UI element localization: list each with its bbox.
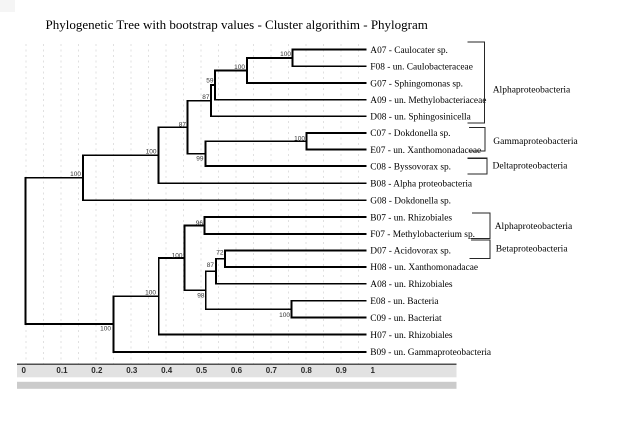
svg-text:B08 - Alpha proteobacteria: B08 - Alpha proteobacteria xyxy=(370,180,473,190)
svg-text:H07 - un. Rhizobiales: H07 - un. Rhizobiales xyxy=(370,331,453,341)
svg-text:100: 100 xyxy=(145,290,156,297)
svg-text:98: 98 xyxy=(197,292,205,299)
svg-text:G08 - Dokdonella sp.: G08 - Dokdonella sp. xyxy=(370,197,451,207)
svg-text:D07 - Acidovorax sp.: D07 - Acidovorax sp. xyxy=(370,247,451,257)
svg-text:A09 - un. Methylobacteriaceae: A09 - un. Methylobacteriaceae xyxy=(370,96,486,106)
svg-text:100: 100 xyxy=(294,135,305,142)
svg-text:D08 - un. Sphingosinicella: D08 - un. Sphingosinicella xyxy=(370,113,471,123)
svg-text:Deltaproteobacteria: Deltaproteobacteria xyxy=(493,161,569,171)
svg-text:1: 1 xyxy=(371,366,376,375)
svg-text:Alphaproteobacteria: Alphaproteobacteria xyxy=(495,222,573,232)
svg-text:C08 - Byssovorax sp.: C08 - Byssovorax sp. xyxy=(370,162,451,172)
svg-text:Alphaproteobacteria: Alphaproteobacteria xyxy=(493,85,571,95)
svg-text:0.7: 0.7 xyxy=(266,366,278,375)
svg-text:0: 0 xyxy=(22,366,27,375)
svg-text:0.6: 0.6 xyxy=(231,366,243,375)
svg-text:E08 - un. Bacteria: E08 - un. Bacteria xyxy=(370,297,439,307)
svg-text:0.8: 0.8 xyxy=(301,366,313,375)
svg-text:C09 - un. Bacteriat: C09 - un. Bacteriat xyxy=(370,314,442,324)
svg-text:59: 59 xyxy=(206,77,214,84)
svg-text:A07 - Caulocater sp.: A07 - Caulocater sp. xyxy=(370,46,448,56)
svg-text:87: 87 xyxy=(207,262,215,269)
svg-text:F08 - un. Caulobacteraceae: F08 - un. Caulobacteraceae xyxy=(370,63,473,73)
svg-text:100: 100 xyxy=(172,253,183,260)
svg-text:0.5: 0.5 xyxy=(196,366,208,375)
svg-text:Phylogenetic Tree with bootstr: Phylogenetic Tree with bootstrap values … xyxy=(46,17,428,32)
svg-text:B07 - un. Rhizobiales: B07 - un. Rhizobiales xyxy=(370,213,452,223)
svg-text:87: 87 xyxy=(202,94,210,101)
svg-text:0.9: 0.9 xyxy=(336,366,348,375)
svg-text:H08 - un. Xanthomonadacae: H08 - un. Xanthomonadacae xyxy=(370,263,478,273)
svg-text:100: 100 xyxy=(279,312,290,319)
svg-text:E07 - un. Xanthomonadaceae: E07 - un. Xanthomonadaceae xyxy=(370,146,481,156)
svg-text:Gammaproteobacteria: Gammaproteobacteria xyxy=(493,137,578,147)
svg-text:0.1: 0.1 xyxy=(56,366,68,375)
svg-text:72: 72 xyxy=(216,250,224,257)
svg-text:96: 96 xyxy=(196,220,204,227)
svg-text:0.3: 0.3 xyxy=(126,366,138,375)
svg-text:0.2: 0.2 xyxy=(91,366,103,375)
svg-text:B09 - un. Gammaproteobacteria: B09 - un. Gammaproteobacteria xyxy=(370,348,492,358)
svg-text:F07 - Methylobacterium sp.: F07 - Methylobacterium sp. xyxy=(370,230,475,240)
svg-text:100: 100 xyxy=(70,171,81,178)
svg-text:A08 - un. Rhizobiales: A08 - un. Rhizobiales xyxy=(370,280,453,290)
svg-text:100: 100 xyxy=(234,64,245,71)
svg-text:G07 - Sphingomonas sp.: G07 - Sphingomonas sp. xyxy=(370,79,463,89)
svg-text:99: 99 xyxy=(196,155,204,162)
svg-text:C07 - Dokdonella sp.: C07 - Dokdonella sp. xyxy=(370,129,450,139)
svg-text:Betaproteobacteria: Betaproteobacteria xyxy=(496,245,569,255)
svg-text:100: 100 xyxy=(146,149,157,156)
svg-text:100: 100 xyxy=(100,326,111,333)
svg-text:100: 100 xyxy=(280,51,291,58)
svg-text:87: 87 xyxy=(179,122,187,129)
svg-text:0.4: 0.4 xyxy=(161,366,173,375)
